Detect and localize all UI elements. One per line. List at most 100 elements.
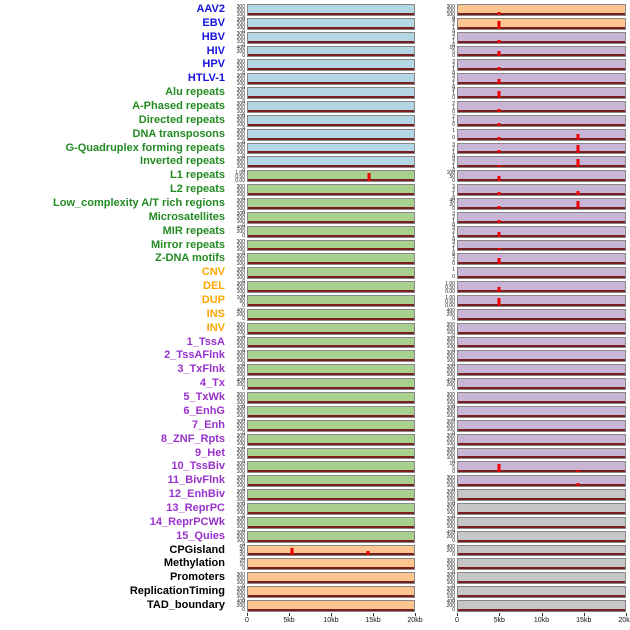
column-gap — [415, 128, 439, 142]
signal-baseline — [248, 26, 414, 29]
signal-spike — [576, 133, 580, 140]
y-tick-label: 0 — [242, 417, 245, 424]
row-label: EBV — [202, 16, 225, 29]
y-tick-label: 0 — [242, 583, 245, 590]
y-tick-label: 200 — [236, 409, 245, 416]
left-y-axis: 300 200 100 0 — [229, 322, 247, 340]
right-y-axis: 300 200 100 0 — [439, 433, 457, 451]
right-track-panel — [457, 336, 626, 349]
track-row: 15_Quies 300 200 100 0 400 200 0 — [0, 530, 630, 548]
y-tick-label: 100 — [236, 496, 245, 503]
y-tick-label: 100 — [446, 344, 455, 351]
y-tick-label: 300 — [236, 433, 245, 440]
right-track-panel — [457, 364, 626, 377]
y-tick-label: 1 — [452, 150, 455, 157]
x-tick-mark — [331, 613, 332, 616]
right-track-panel — [457, 419, 626, 432]
y-tick-label: 300 — [236, 239, 245, 246]
y-tick-label: 100 — [236, 274, 245, 281]
left-y-axis: 300 200 100 0 — [229, 86, 247, 104]
left-track-panel — [247, 558, 415, 571]
y-tick-label: 200 — [236, 243, 245, 250]
right-track-panel — [457, 59, 626, 72]
column-gap — [415, 280, 439, 294]
signal-baseline — [458, 345, 625, 348]
y-tick-label: 0 — [452, 260, 455, 267]
signal-spike — [366, 550, 370, 556]
column-gap — [415, 183, 439, 197]
y-tick-label: 300 — [236, 142, 245, 149]
signal-baseline — [458, 359, 625, 362]
row-label: 12_EnhBiv — [168, 488, 225, 501]
y-tick-label: 0 — [452, 154, 455, 161]
right-track-panel — [457, 433, 626, 446]
track-row: 11_BivFlnk 300 200 100 0 300 200 100 0 — [0, 474, 630, 492]
y-tick-label: 300 — [236, 474, 245, 481]
column-gap — [415, 516, 439, 530]
y-tick-label: 100 — [236, 247, 245, 254]
y-tick-label: 0 — [452, 569, 455, 576]
signal-baseline — [248, 234, 414, 237]
column-gap — [415, 322, 439, 336]
y-tick-label: 0 — [242, 500, 245, 507]
signal-baseline — [458, 497, 625, 500]
y-tick-label: 300 — [446, 405, 455, 412]
y-tick-label: 1 — [452, 104, 455, 111]
signal-baseline — [458, 387, 625, 390]
y-tick-label: 0 — [242, 445, 245, 452]
y-tick-label: 0 — [242, 565, 245, 572]
y-tick-label: 300 — [236, 516, 245, 523]
y-tick-label: 0 — [242, 251, 245, 258]
column-gap — [415, 308, 439, 322]
y-tick-label: 100 — [236, 482, 245, 489]
row-label: HIV — [206, 44, 225, 57]
y-tick-label: 100 — [236, 441, 245, 448]
row-label: 8_ZNF_Rpts — [160, 432, 225, 445]
track-row: 5_TxWk 300 200 100 0 300 200 100 0 — [0, 391, 630, 409]
y-tick-label: 100 — [236, 510, 245, 517]
y-tick-label: 2 — [452, 76, 455, 83]
y-tick-label: 0.50 — [445, 284, 455, 291]
signal-spike — [497, 79, 501, 85]
y-tick-label: 0 — [452, 334, 455, 341]
y-tick-label: 200 — [446, 575, 455, 582]
row-label: DNA transposons — [132, 127, 226, 140]
signal-baseline — [248, 290, 414, 293]
y-tick-label: 100 — [236, 66, 245, 73]
y-tick-label: 400 — [236, 599, 245, 606]
y-tick-label: 200 — [446, 395, 455, 402]
column-gap — [415, 571, 439, 585]
right-track-panel — [457, 489, 626, 501]
y-tick-label: 10 — [239, 561, 245, 568]
y-tick-label: 0.00 — [445, 288, 455, 295]
y-tick-label: 200 — [236, 146, 245, 153]
y-tick-label: 200 — [236, 49, 245, 56]
row-label: CPGisland — [169, 543, 225, 556]
y-tick-label: 100 — [236, 94, 245, 101]
signal-spike — [497, 205, 501, 209]
y-tick-label: 200 — [236, 118, 245, 125]
left-track-panel — [247, 475, 415, 488]
row-label: HBV — [201, 30, 225, 43]
signal-baseline — [458, 165, 625, 168]
left-y-axis: 300 200 100 0 — [229, 155, 247, 173]
signal-baseline — [248, 359, 414, 362]
left-y-axis: 60 40 20 0 — [229, 544, 247, 562]
column-gap — [415, 530, 439, 544]
y-tick-label: 300 — [236, 128, 245, 135]
signal-baseline — [458, 193, 625, 196]
x-tick-label: 15kb — [576, 617, 592, 624]
y-tick-label: 0 — [452, 361, 455, 368]
row-label: Low_complexity A/T rich regions — [53, 197, 225, 210]
y-tick-label: 0 — [452, 385, 455, 392]
signal-baseline — [248, 303, 414, 306]
y-tick-label: 0 — [452, 597, 455, 604]
left-track-panel — [247, 295, 415, 307]
column-gap — [415, 86, 439, 100]
signal-baseline — [458, 109, 625, 112]
signal-baseline — [458, 539, 625, 542]
y-tick-label: 2 — [452, 215, 455, 222]
y-tick-label: 300 — [446, 557, 455, 564]
